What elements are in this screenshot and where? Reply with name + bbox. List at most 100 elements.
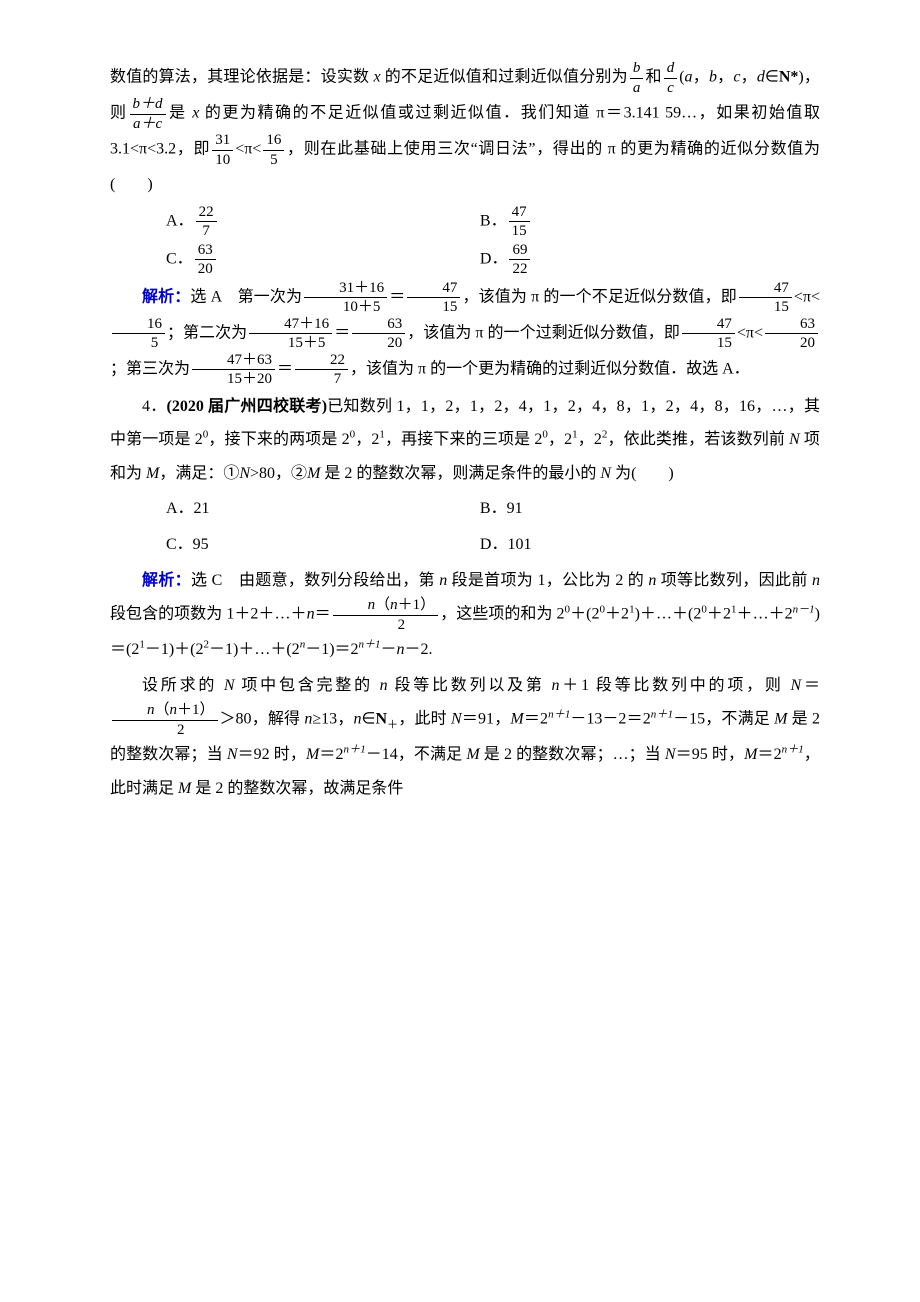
- text: 数值的算法，其理论依据是：设实数: [110, 69, 373, 86]
- text: 选 C 由题意，数列分段给出，第: [191, 572, 439, 589]
- text: ＝92 时，: [237, 746, 306, 763]
- fraction: 6320: [195, 242, 216, 278]
- text: ＝95 时，: [676, 746, 745, 763]
- var-m-big: M: [466, 746, 479, 763]
- sup: n＋1: [782, 744, 804, 756]
- text: 是 2 的整数次幂；…；当: [480, 746, 665, 763]
- text: －1)＋…＋(2: [209, 641, 300, 658]
- option-b: B．91: [480, 492, 794, 526]
- text: ∈: [765, 69, 779, 86]
- text: <π<: [235, 141, 261, 158]
- var-n-big: N: [665, 746, 676, 763]
- text: －14，不满足: [366, 746, 467, 763]
- text: ，这些项的和为 2: [440, 606, 564, 623]
- text: －1)＋(2: [145, 641, 204, 658]
- fraction-b-a: ba: [630, 60, 644, 96]
- exam-source: (2020 届广州四校联考): [166, 398, 327, 415]
- var-m-big: M: [306, 746, 319, 763]
- text: ，2: [548, 431, 572, 448]
- var-n-big: N: [239, 465, 250, 482]
- text: ＋…＋2: [736, 606, 792, 623]
- option-row-4: C．95 D．101: [110, 528, 820, 562]
- option-c: C．6320: [166, 242, 480, 278]
- text: 段等比数列以及第: [388, 677, 552, 694]
- option-label: C．: [166, 250, 193, 267]
- var-n-big: N: [224, 677, 235, 694]
- text: ；第三次为: [110, 360, 190, 377]
- text: 段是首项为 1，公比为 2 的: [447, 572, 648, 589]
- text: ，: [740, 69, 756, 86]
- option-b: B．4715: [480, 204, 794, 240]
- text: ，2: [578, 431, 602, 448]
- text: ＋2: [707, 606, 731, 623]
- text: ＝91，: [462, 711, 511, 728]
- text: ＝: [277, 360, 293, 377]
- fraction-n-n1-2: n（n＋1）2: [112, 702, 218, 738]
- text: ，该值为 π 的一个不足近似分数值，即: [462, 288, 736, 305]
- option-a: A．227: [166, 204, 480, 240]
- text: －: [381, 641, 397, 658]
- text: >80，②: [250, 465, 307, 482]
- text: <π<: [737, 324, 763, 341]
- sup: n＋1: [359, 639, 381, 651]
- text: ＞80，解得: [220, 711, 305, 728]
- text: <π<: [794, 288, 820, 305]
- sub: ＋: [387, 719, 398, 731]
- var-n: n: [812, 572, 820, 589]
- option-row-1: A．227 B．4715: [110, 204, 820, 240]
- var-n: n: [380, 677, 388, 694]
- fraction: 6320: [765, 316, 818, 352]
- fraction: 4715: [509, 204, 530, 240]
- fraction-bd-ac: b＋da＋c: [130, 96, 166, 132]
- text: ，再接下来的三项是 2: [385, 431, 542, 448]
- option-label: B．: [480, 212, 507, 229]
- fraction: 31＋1610＋5: [304, 280, 387, 316]
- sup: n＋1: [344, 744, 366, 756]
- text: －13－2＝2: [570, 711, 650, 728]
- solution-3: 解析：选 A 第一次为31＋1610＋5＝4715，该值为 π 的一个不足近似分…: [110, 280, 820, 388]
- text: ，此时: [398, 711, 451, 728]
- text: ，接下来的两项是 2: [208, 431, 349, 448]
- var-n: n: [397, 641, 405, 658]
- var-m-big: M: [178, 780, 191, 797]
- var-d: d: [757, 69, 765, 86]
- fraction: 6320: [352, 316, 405, 352]
- var-n: n: [307, 606, 315, 623]
- var-n: n: [439, 572, 447, 589]
- fraction: 165: [112, 316, 165, 352]
- text: 设所求的: [142, 677, 224, 694]
- text: ＝: [389, 288, 405, 305]
- var-n-big: N: [789, 431, 800, 448]
- fraction: 4715: [739, 280, 792, 316]
- var-n-big: N: [227, 746, 238, 763]
- var-n-big: N: [791, 677, 802, 694]
- set-n-plus: N: [375, 711, 387, 728]
- text: ，该值为 π 的一个更为精确的过剩近似分数值．故选 A．: [350, 360, 750, 377]
- sup: n－1: [793, 604, 815, 616]
- text: ，: [693, 69, 709, 86]
- var-m-big: M: [744, 746, 757, 763]
- text: ＝: [315, 606, 331, 623]
- var-m-big: M: [307, 465, 320, 482]
- text: ，依此类推，若该数列前: [607, 431, 789, 448]
- set-n-star: N*: [779, 69, 799, 86]
- fraction: 227: [196, 204, 217, 240]
- solution-4-p2: 设所求的 N 项中包含完整的 n 段等比数列以及第 n＋1 段等比数列中的项，则…: [110, 669, 820, 806]
- solution-label: 解析：: [142, 288, 190, 305]
- fraction: 4715: [682, 316, 735, 352]
- fraction: 4715: [407, 280, 460, 316]
- text: ，该值为 π 的一个过剩近似分数值，即: [407, 324, 680, 341]
- text: －2.: [405, 641, 433, 658]
- option-row-2: C．6320 D．6922: [110, 242, 820, 278]
- text: 项等比数列，因此前: [656, 572, 812, 589]
- text: ，: [717, 69, 733, 86]
- option-row-3: A．21 B．91: [110, 492, 820, 526]
- var-m-big: M: [510, 711, 523, 728]
- sup: n＋1: [651, 709, 673, 721]
- var-n-big: N: [600, 465, 611, 482]
- fraction: 47＋6315＋20: [192, 352, 275, 388]
- text: ≥13，: [312, 711, 353, 728]
- var-x: x: [373, 69, 380, 86]
- fraction: 227: [295, 352, 348, 388]
- text: 是: [168, 105, 193, 122]
